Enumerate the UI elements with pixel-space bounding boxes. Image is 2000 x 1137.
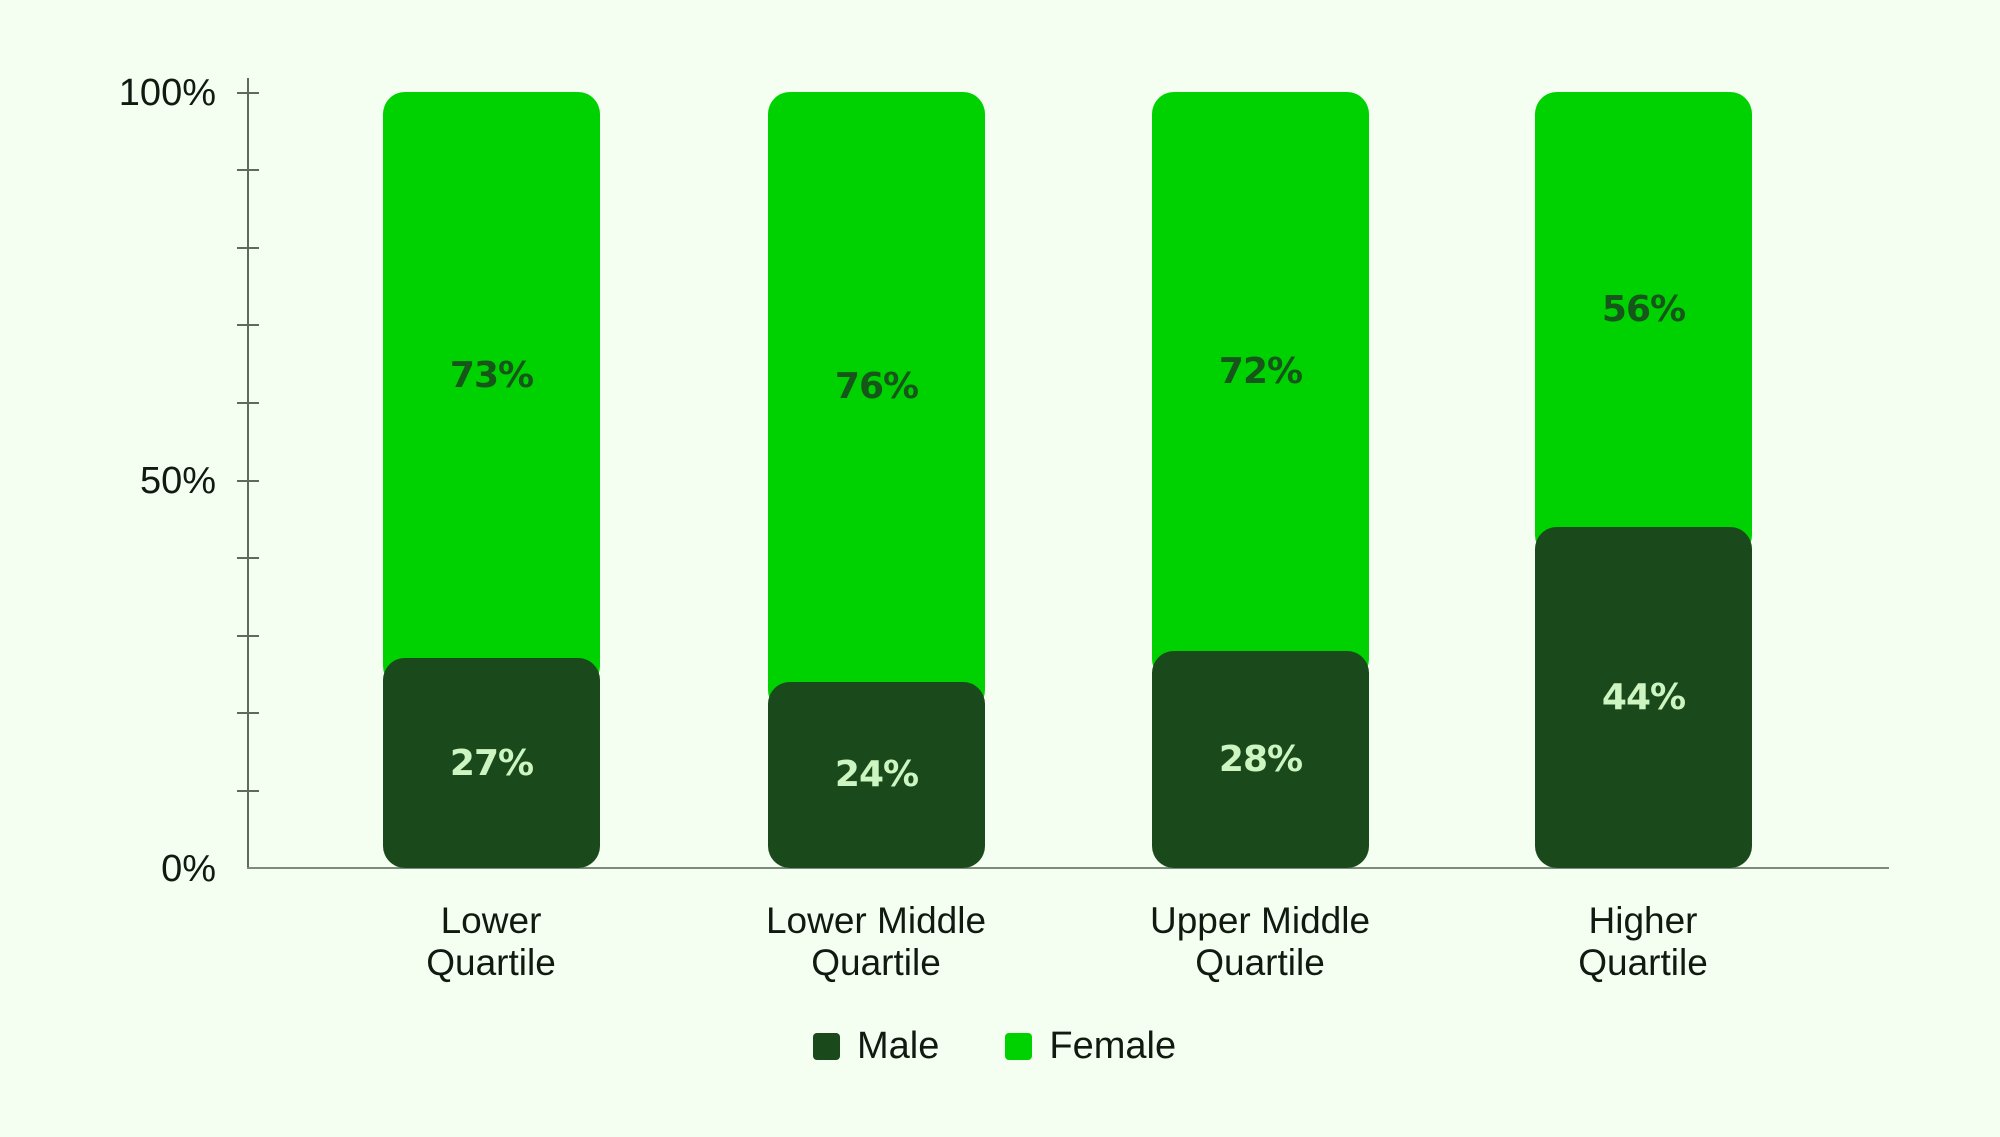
- y-tick-100: [237, 92, 259, 94]
- male-value-label: 24%: [834, 754, 919, 796]
- bar-higher-quartile: 56% 44%: [1535, 92, 1752, 868]
- legend-item-female: Female: [1005, 1024, 1176, 1068]
- x-axis-label-lower-middle-quartile: Lower Middle Quartile: [726, 900, 1026, 984]
- y-axis-label-50: 50%: [139, 460, 216, 502]
- y-tick-80: [237, 247, 259, 249]
- legend-swatch-male-icon: [813, 1032, 840, 1060]
- x-axis-label-upper-middle-quartile: Upper Middle Quartile: [1110, 900, 1410, 984]
- male-value-label: 27%: [449, 742, 534, 784]
- male-value-label: 44%: [1601, 676, 1686, 718]
- y-tick-30: [237, 635, 259, 637]
- female-value-label: 76%: [834, 366, 919, 408]
- y-axis-label-0: 0%: [161, 848, 216, 890]
- x-label-line2: Quartile: [1195, 942, 1325, 983]
- bar-lower-quartile: 73% 27%: [383, 92, 600, 868]
- male-value-label: 28%: [1218, 738, 1303, 780]
- x-axis-line: [247, 867, 1889, 869]
- x-label-line1: Lower: [440, 900, 542, 941]
- x-label-line1: Upper Middle: [1149, 900, 1371, 941]
- y-axis-label-100: 100%: [118, 72, 216, 114]
- bar-lower-middle-quartile: 76% 24%: [768, 92, 985, 868]
- y-tick-70: [237, 324, 259, 326]
- y-tick-20: [237, 712, 259, 714]
- legend-label-male: Male: [857, 1025, 940, 1067]
- legend-item-male: Male: [813, 1024, 939, 1068]
- legend-label-female: Female: [1049, 1025, 1177, 1067]
- legend-swatch-female-icon: [1005, 1032, 1033, 1060]
- x-label-line2: Quartile: [426, 942, 556, 983]
- y-tick-50: [237, 480, 259, 482]
- bar-segment-female: 76%: [768, 92, 985, 712]
- legend: Male Female: [813, 1024, 1242, 1068]
- bar-upper-middle-quartile: 72% 28%: [1152, 92, 1369, 868]
- female-value-label: 73%: [449, 354, 534, 396]
- y-axis-line: [247, 78, 249, 869]
- bar-segment-male: 27%: [383, 658, 600, 868]
- bar-segment-female: 72%: [1152, 92, 1369, 681]
- female-value-label: 72%: [1218, 350, 1303, 392]
- x-label-line1: Higher: [1588, 900, 1698, 941]
- x-axis-label-lower-quartile: Lower Quartile: [341, 900, 641, 984]
- y-tick-40: [237, 557, 259, 559]
- bar-segment-male: 28%: [1152, 650, 1369, 868]
- y-tick-10: [237, 790, 259, 792]
- bar-segment-female: 73%: [383, 92, 600, 689]
- female-value-label: 56%: [1601, 288, 1686, 330]
- y-tick-60: [237, 402, 259, 404]
- y-tick-90: [237, 169, 259, 171]
- x-axis-label-higher-quartile: Higher Quartile: [1493, 900, 1793, 984]
- x-label-line2: Quartile: [1578, 942, 1708, 983]
- x-label-line1: Lower Middle: [765, 900, 987, 941]
- bar-segment-male: 24%: [768, 681, 985, 868]
- x-label-line2: Quartile: [811, 942, 941, 983]
- bar-segment-female: 56%: [1535, 92, 1752, 557]
- bar-segment-male: 44%: [1535, 526, 1752, 868]
